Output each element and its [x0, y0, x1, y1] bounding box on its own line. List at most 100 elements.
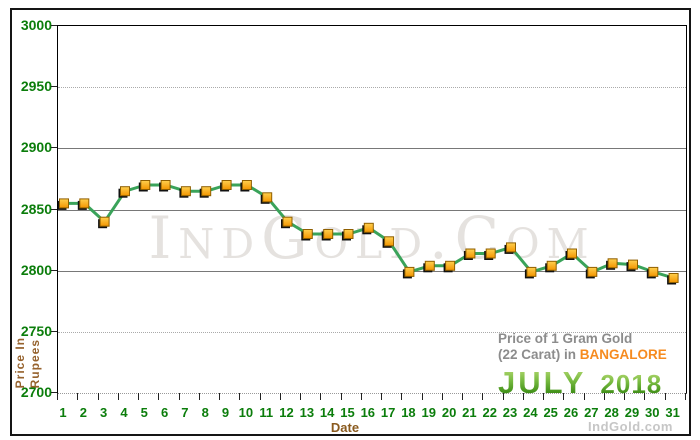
caption-month-year: JULY 2018 [498, 365, 667, 401]
data-point-marker [59, 198, 69, 209]
x-tick-label-2: 2 [79, 405, 87, 420]
x-tick-label-26: 26 [563, 405, 579, 420]
y-tick-label-2850: 2850 [20, 200, 52, 217]
x-tick-mark [219, 393, 221, 400]
data-point-marker [384, 236, 395, 247]
x-tick-label-29: 29 [624, 405, 640, 420]
x-tick-mark [664, 393, 666, 400]
x-tick-label-25: 25 [543, 405, 558, 420]
x-tick-mark [300, 393, 302, 400]
caption-carat-text: (22 Carat) in [498, 347, 580, 362]
x-tick-mark [583, 393, 585, 400]
y-tick-label-2700: 2700 [20, 384, 52, 400]
x-tick-mark [178, 393, 180, 400]
y-tick-label-2750: 2750 [20, 322, 52, 339]
x-tick-mark [97, 393, 99, 400]
x-tick-mark [259, 393, 261, 400]
x-tick-mark [57, 393, 58, 400]
data-point-marker [668, 273, 679, 283]
gridline-2850 [58, 209, 686, 211]
data-point-marker [221, 180, 232, 190]
gridline-2950 [58, 87, 686, 89]
data-point-marker [465, 248, 476, 259]
data-point-marker [241, 180, 252, 190]
caption-year: 2018 [600, 369, 663, 399]
data-point-marker [424, 260, 435, 271]
y-tick-mark [51, 25, 57, 26]
x-tick-mark [198, 393, 200, 400]
x-tick-label-14: 14 [319, 405, 335, 420]
caption-line-2: (22 Carat) in BANGALORE [498, 347, 667, 363]
x-tick-mark [624, 393, 626, 400]
x-tick-mark [441, 393, 443, 400]
gridline-2750 [58, 331, 686, 333]
caption-city-text: BANGALORE [579, 347, 667, 362]
x-tick-label-21: 21 [462, 405, 477, 420]
x-tick-mark [462, 393, 464, 400]
x-tick-mark [117, 393, 119, 400]
x-tick-mark [502, 393, 504, 400]
data-point-marker [343, 229, 354, 239]
y-axis-title-line-2: Rupees [28, 339, 42, 389]
x-tick-mark [77, 393, 79, 400]
y-tick-label-2950: 2950 [20, 78, 52, 95]
x-tick-label-23: 23 [502, 405, 518, 420]
x-tick-mark [340, 393, 342, 400]
x-tick-mark [138, 393, 140, 400]
x-tick-label-4: 4 [120, 405, 128, 420]
x-tick-label-1: 1 [59, 405, 67, 420]
data-point-marker [180, 186, 191, 197]
x-tick-label-12: 12 [279, 405, 294, 420]
x-tick-label-17: 17 [380, 405, 396, 420]
x-tick-mark [401, 393, 403, 400]
x-tick-mark [543, 393, 545, 400]
data-point-marker [120, 186, 130, 197]
x-tick-label-16: 16 [360, 405, 376, 420]
x-tick-mark [158, 393, 160, 400]
x-tick-mark [320, 393, 322, 400]
data-point-marker [506, 242, 516, 253]
brand-label: IndGold.com [588, 419, 673, 434]
watermark-text: IndGold.Com [148, 204, 596, 272]
data-point-marker [282, 216, 293, 227]
x-tick-label-10: 10 [238, 405, 254, 420]
x-tick-mark [644, 393, 646, 400]
x-tick-label-11: 11 [259, 405, 274, 420]
x-tick-label-8: 8 [201, 405, 209, 420]
data-point-marker [628, 259, 638, 270]
x-tick-mark [239, 393, 241, 400]
y-axis-title: Price In Rupees [13, 337, 43, 388]
chart-frame: IndGold.Com Price of 1 Gram Gold (22 Car… [10, 8, 691, 436]
data-point-marker [79, 198, 90, 209]
x-tick-mark [421, 393, 423, 400]
x-tick-mark [522, 393, 524, 400]
data-point-marker [140, 180, 151, 190]
x-tick-label-24: 24 [523, 405, 538, 420]
plot-area: IndGold.Com Price of 1 Gram Gold (22 Car… [57, 25, 687, 400]
x-tick-label-13: 13 [299, 405, 315, 420]
y-axis-title-line-1: Price In [13, 337, 27, 389]
x-tick-label-15: 15 [340, 405, 355, 420]
x-tick-label-6: 6 [160, 405, 169, 420]
x-tick-mark [482, 393, 484, 400]
caption-month: JULY [498, 365, 587, 400]
gridline-2900 [58, 148, 686, 150]
x-tick-label-20: 20 [441, 405, 457, 420]
data-point-marker [201, 186, 212, 197]
y-tick-mark [51, 269, 57, 271]
y-tick-label-3000: 3000 [20, 17, 52, 33]
y-tick-mark [51, 330, 57, 332]
x-axis-title: Date [330, 420, 360, 435]
x-tick-label-28: 28 [604, 405, 619, 420]
x-tick-label-18: 18 [401, 405, 416, 420]
x-tick-label-22: 22 [482, 405, 497, 420]
x-tick-label-9: 9 [221, 405, 230, 420]
data-point-marker [567, 248, 577, 259]
x-tick-label-30: 30 [645, 405, 660, 420]
x-tick-mark [279, 393, 281, 400]
data-point-marker [546, 260, 557, 271]
y-tick-label-2900: 2900 [20, 139, 52, 156]
x-tick-mark [685, 393, 686, 400]
data-point-marker [445, 260, 456, 271]
